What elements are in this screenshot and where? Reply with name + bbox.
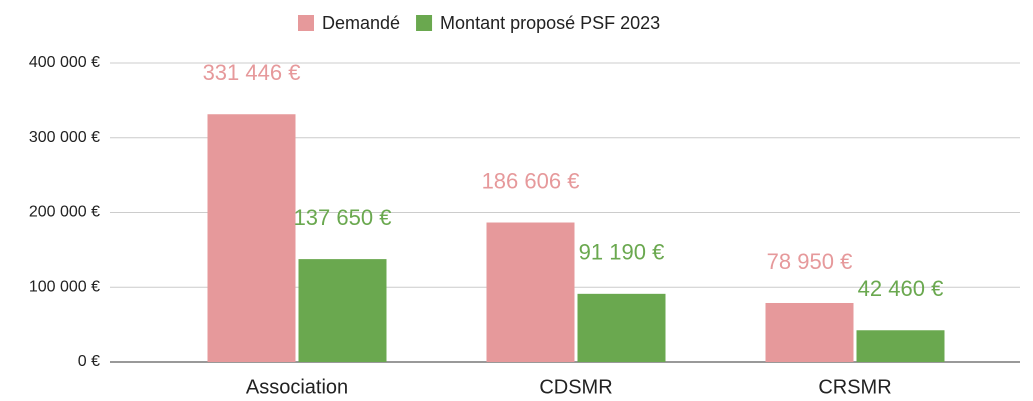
value-label: 91 190 € <box>579 240 665 265</box>
y-tick-label: 200 000 € <box>29 204 100 221</box>
bar <box>856 330 945 362</box>
value-label: 186 606 € <box>482 168 580 193</box>
y-tick-label: 0 € <box>78 353 100 370</box>
x-tick-label: CRSMR <box>818 376 891 398</box>
bar <box>207 114 296 363</box>
y-tick-label: 300 000 € <box>29 129 100 146</box>
value-label: 78 950 € <box>767 249 853 274</box>
x-tick-label: Association <box>246 376 348 398</box>
value-label: 331 446 € <box>203 60 301 85</box>
legend-swatch <box>416 15 433 31</box>
y-tick-label: 100 000 € <box>29 278 100 295</box>
legend-swatch <box>298 15 314 31</box>
x-tick-label: CDSMR <box>539 376 612 398</box>
value-label: 137 650 € <box>294 205 392 230</box>
y-tick-label: 400 000 € <box>29 54 100 71</box>
legend-label: Demandé <box>322 13 400 33</box>
bar <box>765 302 854 362</box>
bar <box>486 222 575 362</box>
bar <box>298 259 387 362</box>
legend-label: Montant proposé PSF 2023 <box>440 13 660 33</box>
bar <box>577 293 666 362</box>
value-label: 42 460 € <box>858 276 944 301</box>
